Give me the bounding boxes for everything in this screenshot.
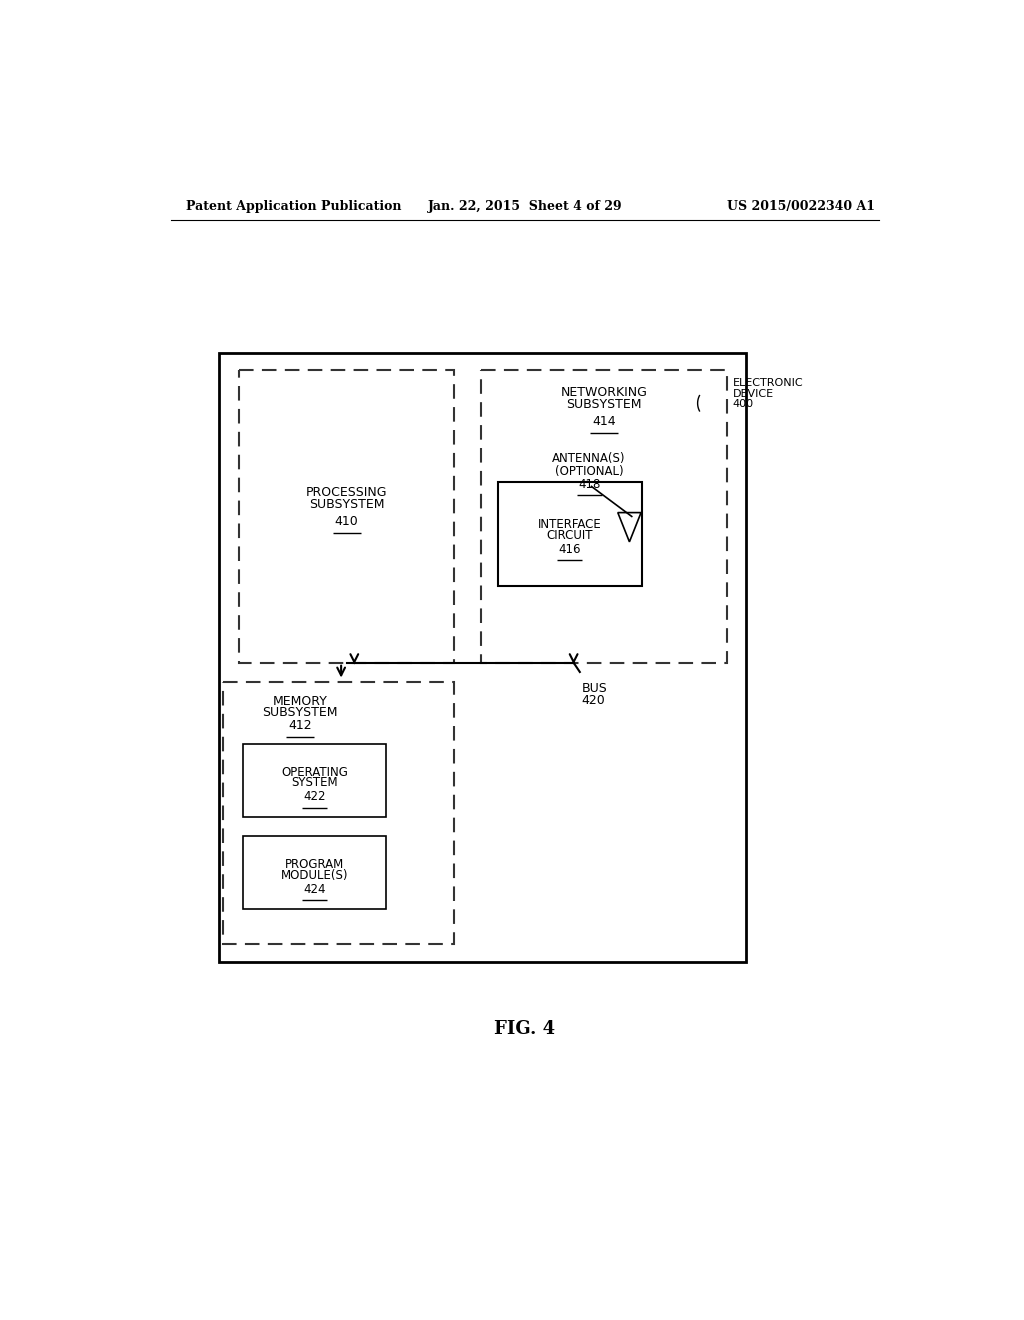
Text: PROCESSING: PROCESSING: [306, 486, 387, 499]
Text: SUBSYSTEM: SUBSYSTEM: [309, 499, 384, 511]
Text: 418: 418: [578, 478, 600, 491]
Text: 414: 414: [592, 416, 615, 428]
Text: FIG. 4: FIG. 4: [495, 1019, 555, 1038]
Text: Patent Application Publication: Patent Application Publication: [186, 199, 401, 213]
Text: MODULE(S): MODULE(S): [281, 869, 348, 882]
Text: (OPTIONAL): (OPTIONAL): [555, 465, 624, 478]
Text: BUS: BUS: [582, 682, 607, 696]
Bar: [239, 370, 455, 663]
Text: CIRCUIT: CIRCUIT: [547, 529, 593, 543]
Text: SUBSYSTEM: SUBSYSTEM: [566, 399, 642, 412]
Text: DEVICE: DEVICE: [732, 388, 773, 399]
Bar: [243, 836, 386, 909]
Bar: [480, 370, 727, 663]
Bar: [219, 354, 746, 961]
Text: 424: 424: [303, 883, 326, 896]
Text: MEMORY: MEMORY: [272, 694, 328, 708]
Text: US 2015/0022340 A1: US 2015/0022340 A1: [727, 199, 876, 213]
Text: PROGRAM: PROGRAM: [285, 858, 344, 871]
Bar: [223, 682, 455, 944]
Text: ELECTRONIC: ELECTRONIC: [732, 378, 803, 388]
Text: 422: 422: [303, 791, 326, 804]
Text: ANTENNA(S): ANTENNA(S): [552, 453, 626, 465]
Text: 410: 410: [335, 515, 358, 528]
Text: 416: 416: [558, 543, 581, 556]
Bar: [243, 743, 386, 817]
Bar: [499, 482, 642, 586]
Text: 400: 400: [732, 400, 754, 409]
Text: SYSTEM: SYSTEM: [292, 776, 338, 789]
Text: SUBSYSTEM: SUBSYSTEM: [262, 706, 338, 719]
Text: 412: 412: [288, 719, 312, 733]
Text: 420: 420: [582, 694, 605, 708]
Text: Jan. 22, 2015  Sheet 4 of 29: Jan. 22, 2015 Sheet 4 of 29: [427, 199, 623, 213]
Text: NETWORKING: NETWORKING: [560, 385, 647, 399]
Text: OPERATING: OPERATING: [282, 766, 348, 779]
Text: INTERFACE: INTERFACE: [538, 517, 602, 531]
